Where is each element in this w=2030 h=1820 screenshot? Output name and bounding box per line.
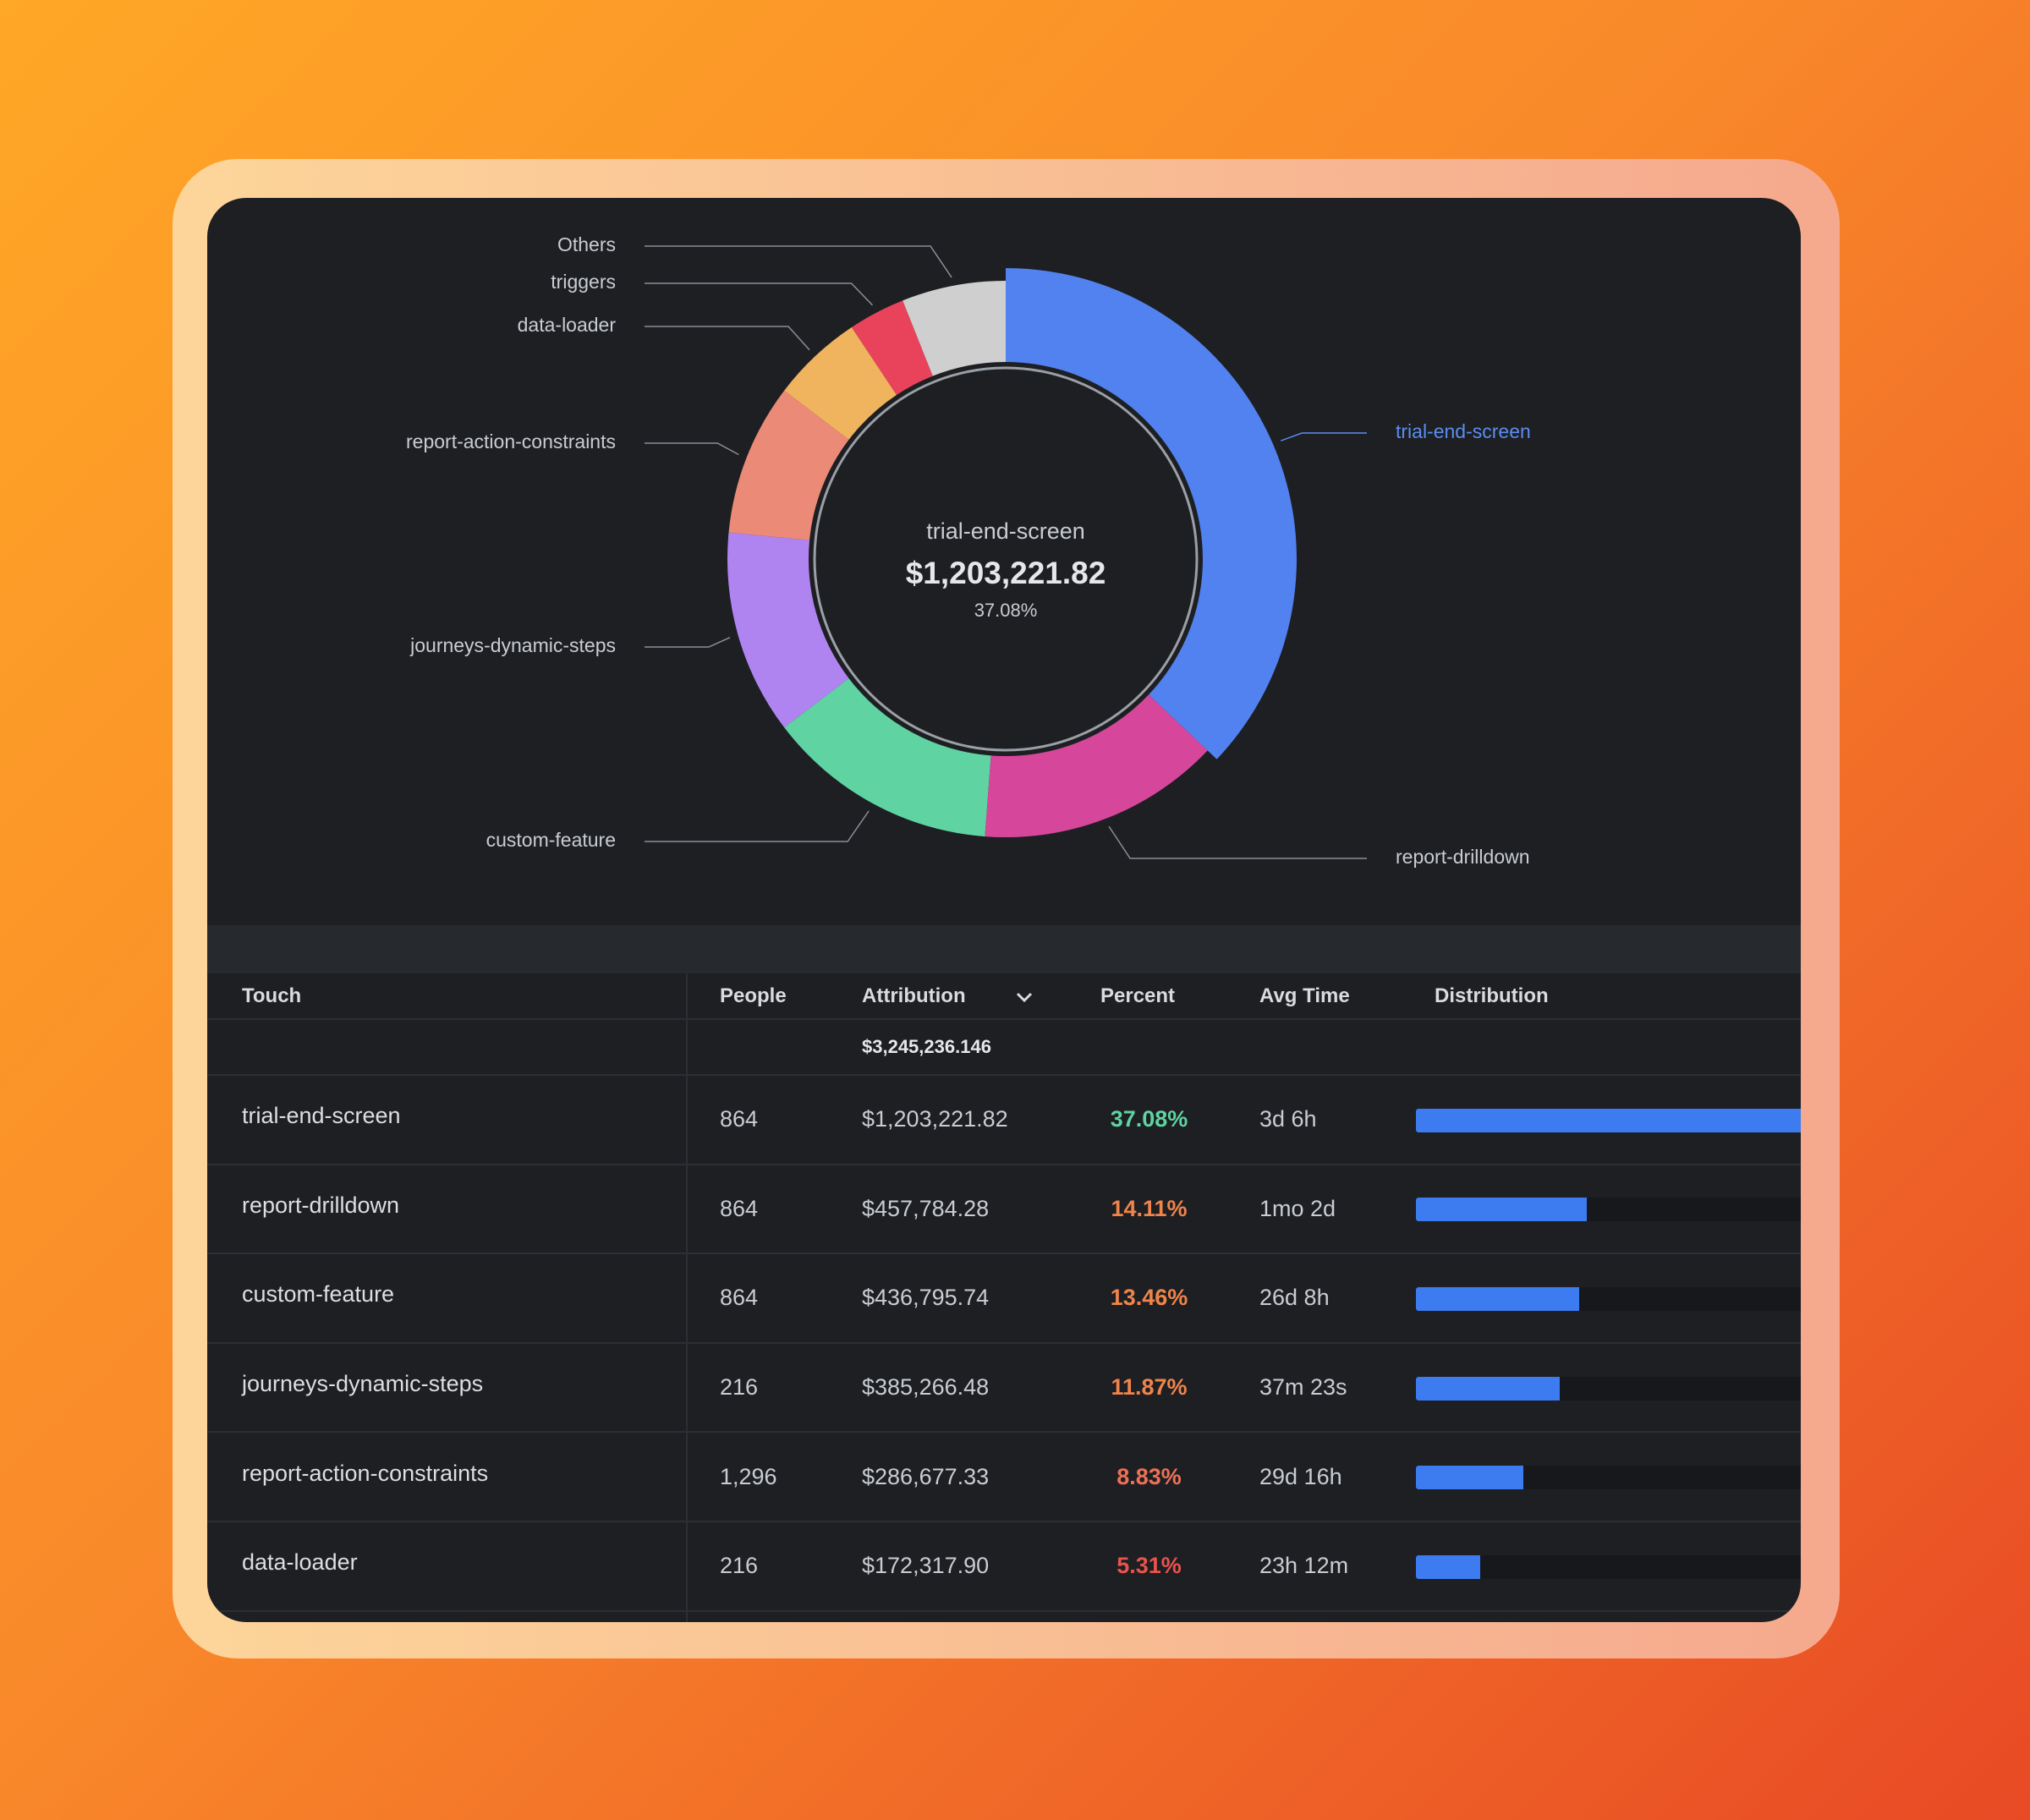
column-header: Avg Time — [1259, 984, 1350, 1007]
donut-slice — [1006, 268, 1297, 759]
attribution-cell: $385,266.48 — [862, 1374, 990, 1401]
card: trial-end-screen $1,203,221.82 37.08% tr… — [207, 198, 1801, 1622]
column-header: Distribution — [1435, 984, 1549, 1007]
touch-cell: trial-end-screen — [242, 1103, 401, 1129]
table-row[interactable]: report-action-constraints 1,296 $286,677.3… — [207, 1433, 1801, 1522]
attribution-cell: $172,317.90 — [862, 1553, 990, 1579]
table-row[interactable]: custom-feature 864 $436,795.74 13.46% 26d 8h — [207, 1254, 1801, 1344]
center-percent: 37.08% — [974, 600, 1038, 621]
slice-label: report-drilldown — [1396, 846, 1530, 868]
center-value: $1,203,221.82 — [906, 556, 1106, 590]
column-header[interactable]: Attribution — [862, 984, 966, 1007]
donut-slice — [728, 390, 849, 540]
sort-chevron[interactable] — [1015, 989, 1034, 1006]
column-header: Percent — [1100, 984, 1176, 1007]
percent-cell: 8.83% — [1116, 1463, 1182, 1489]
slice-label: triggers — [551, 271, 616, 293]
distribution-bar — [1416, 1286, 1579, 1311]
distribution-track — [1416, 1376, 1801, 1401]
leader-line — [645, 442, 739, 456]
donut-slice — [784, 678, 991, 837]
people-cell: 864 — [720, 1195, 759, 1221]
percent-cell: 37.08% — [1110, 1106, 1188, 1132]
people-cell: 216 — [720, 1553, 759, 1579]
leader-line — [1108, 825, 1367, 859]
column-header: Touch — [242, 984, 302, 1007]
avg-time-cell: 29d 16h — [1259, 1463, 1342, 1489]
people-cell: 864 — [720, 1285, 759, 1311]
percent-cell: 11.87% — [1111, 1374, 1188, 1401]
touch-cell: report-drilldown — [242, 1192, 400, 1218]
distribution-track — [1416, 1198, 1801, 1222]
avg-time-cell: 37m 23s — [1259, 1374, 1347, 1401]
leader-line — [1280, 432, 1367, 441]
donut-slice — [985, 694, 1208, 837]
leader-line — [645, 637, 731, 648]
toolbar-band — [207, 925, 1801, 973]
distribution-bar — [1416, 1376, 1561, 1401]
percent-cell: 5.31% — [1116, 1553, 1182, 1579]
table-row[interactable]: journeys-dynamic-steps 216 $385,266.48 11.8… — [207, 1344, 1801, 1434]
distribution-track — [1416, 1286, 1801, 1311]
leader-line — [645, 282, 874, 306]
table-row[interactable]: report-drilldown 864 $457,784.28 14.11% 1mo … — [207, 1165, 1801, 1255]
table-header: Touch People Attribution Percent Avg Tim… — [207, 973, 1801, 1020]
slice-label: trial-end-screen — [1396, 420, 1531, 442]
donut-slice — [851, 300, 933, 395]
leader-line — [645, 810, 870, 842]
attribution-cell: $457,784.28 — [862, 1195, 990, 1221]
distribution-track — [1416, 1554, 1801, 1579]
touch-cell: data-loader — [242, 1549, 358, 1576]
percent-cell: 14.11% — [1111, 1195, 1188, 1221]
slice-label: report-action-constraints — [406, 430, 616, 452]
avg-time-cell: 23h 12m — [1259, 1553, 1349, 1579]
inner-ring — [813, 366, 1199, 752]
leader-line — [645, 326, 810, 351]
center-label: trial-end-screen — [926, 518, 1085, 544]
column-divider — [686, 973, 688, 1622]
avg-time-cell: 3d 6h — [1259, 1106, 1317, 1132]
avg-time-cell: 26d 8h — [1259, 1285, 1330, 1311]
distribution-bar — [1416, 1554, 1481, 1579]
touch-cell: journeys-dynamic-steps — [242, 1370, 484, 1396]
avg-time-cell: 1mo 2d — [1259, 1195, 1336, 1221]
slice-label: data-loader — [518, 314, 617, 336]
touch-cell: custom-feature — [242, 1281, 395, 1307]
distribution-track — [1416, 1466, 1801, 1490]
donut-slice — [784, 327, 897, 440]
leader-line — [645, 245, 952, 278]
table-row[interactable]: trial-end-screen 864 $1,203,221.82 37.08% 3d… — [207, 1076, 1801, 1165]
percent-cell: 13.46% — [1110, 1285, 1188, 1311]
distribution-bar — [1416, 1108, 1801, 1132]
slice-label: custom-feature — [486, 829, 616, 851]
touch-cell: report-action-constraints — [242, 1460, 489, 1486]
distribution-track — [1416, 1108, 1801, 1132]
attribution-cell: $286,677.33 — [862, 1463, 990, 1489]
donut-slice — [903, 281, 1006, 376]
people-cell: 1,296 — [720, 1463, 777, 1489]
donut-slice — [727, 532, 849, 728]
slice-label: Others — [557, 233, 616, 255]
people-cell: 216 — [720, 1374, 759, 1401]
donut-chart: trial-end-screen $1,203,221.82 37.08% tr… — [406, 233, 1531, 868]
table-row[interactable]: data-loader 216 $172,317.90 5.31% 23h 12m — [207, 1522, 1801, 1612]
distribution-bar — [1416, 1466, 1523, 1490]
people-cell: 864 — [720, 1106, 759, 1132]
total-row: $3,245,236.146 — [207, 1020, 1801, 1076]
slice-label: journeys-dynamic-steps — [409, 634, 616, 656]
distribution-bar — [1416, 1198, 1588, 1222]
column-header: People — [720, 984, 787, 1007]
attribution-cell: $1,203,221.82 — [862, 1106, 1008, 1132]
attribution-cell: $436,795.74 — [862, 1285, 990, 1311]
total-attribution: $3,245,236.146 — [862, 1036, 991, 1057]
